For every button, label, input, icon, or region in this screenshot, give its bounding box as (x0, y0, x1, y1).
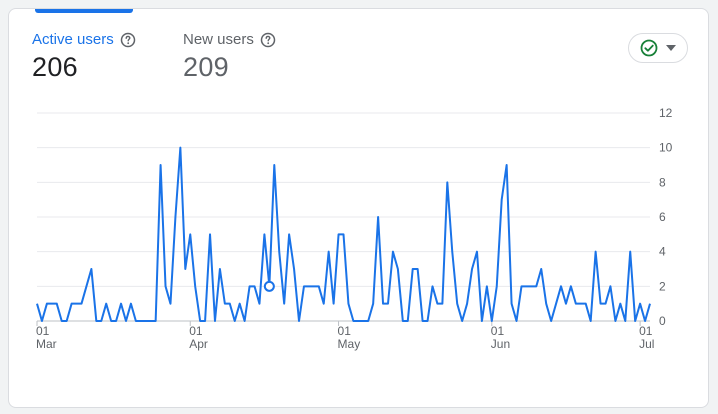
y-tick-label: 2 (659, 279, 666, 293)
x-tick-day: 01 (491, 324, 505, 338)
check-circle-icon (640, 39, 658, 57)
x-tick-month: Jul (639, 337, 654, 351)
active-users-value: 206 (32, 52, 78, 82)
x-tick-day: 01 (36, 324, 50, 338)
y-tick-label: 10 (659, 141, 673, 155)
y-tick-label: 0 (659, 314, 666, 328)
x-tick-month: Jun (491, 337, 510, 351)
metric-new-users[interactable]: New users 209 (183, 31, 276, 83)
help-icon[interactable] (260, 32, 276, 48)
x-tick-day: 01 (189, 324, 203, 338)
series-line-active-users (36, 146, 651, 322)
new-users-label: New users (183, 31, 254, 48)
metric-active-users[interactable]: Active users 206 (32, 31, 136, 83)
y-tick-label: 6 (659, 210, 666, 224)
highlighted-data-point (263, 280, 275, 292)
y-tick-label: 4 (659, 245, 666, 259)
comparison-status-button[interactable] (628, 33, 688, 63)
caret-down-icon (666, 45, 676, 51)
y-tick-label: 12 (659, 106, 673, 120)
y-tick-label: 8 (659, 175, 666, 189)
x-tick-day: 01 (639, 324, 653, 338)
x-tick-month: Mar (36, 337, 57, 351)
x-tick-day: 01 (338, 324, 352, 338)
new-users-value: 209 (183, 52, 229, 82)
x-tick-month: May (338, 337, 361, 351)
help-icon[interactable] (120, 32, 136, 48)
x-tick-month: Apr (189, 337, 208, 351)
selected-tab-indicator (35, 9, 133, 13)
active-users-label: Active users (32, 31, 114, 48)
active-users-card: Active users 206 New users 209 (8, 8, 709, 408)
